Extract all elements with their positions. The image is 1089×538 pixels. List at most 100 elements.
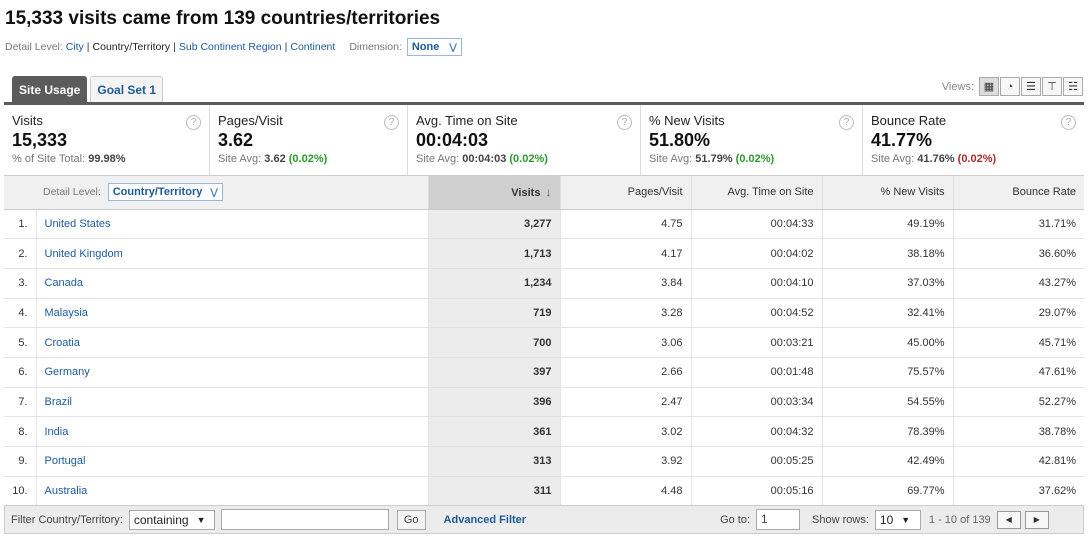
table-view-icon[interactable]: ▦: [979, 77, 999, 96]
goto-input[interactable]: 1: [756, 509, 801, 530]
country-link: Australia: [36, 476, 429, 507]
cell-visits: 719: [428, 298, 561, 329]
cell-visits: 311: [428, 476, 561, 507]
header-visits[interactable]: Visits ↓: [428, 176, 561, 210]
country-link[interactable]: Brazil: [44, 395, 73, 408]
help-icon[interactable]: ?: [384, 115, 399, 130]
cell-visits: 397: [428, 357, 561, 388]
prev-page-button[interactable]: ◀: [996, 510, 1021, 529]
country-link[interactable]: Malaysia: [44, 306, 88, 319]
cell-avg-time: 00:04:32: [691, 416, 823, 447]
detail-level-row: Detail Level: City | Country/Territory |…: [5, 38, 462, 56]
cell-bounce-rate: 43.27%: [953, 268, 1084, 299]
tab-goal-set-1[interactable]: Goal Set 1: [90, 76, 164, 103]
row-number: 8.: [4, 416, 37, 447]
country-link: Canada: [36, 268, 429, 299]
cell-avg-time: 00:04:02: [691, 238, 823, 269]
table-detail-level-header: Detail Level: Country/Territory ⋁: [4, 176, 429, 210]
country-link[interactable]: United Kingdom: [44, 247, 123, 260]
table-row: 2. United Kingdom 1,713 4.17 00:04:02 38.18% 3…: [4, 238, 1084, 269]
detail-city-link[interactable]: City: [65, 41, 84, 53]
table-footer: Filter Country/Territory: containing ▼ Go…: [4, 505, 1084, 534]
cell-bounce-rate: 45.71%: [953, 327, 1084, 358]
header-pages-visit[interactable]: Pages/Visit: [560, 176, 692, 210]
detail-continent-link[interactable]: Continent: [290, 41, 336, 53]
row-number: 10.: [4, 476, 37, 507]
country-link[interactable]: Canada: [44, 277, 84, 290]
cell-visits: 700: [428, 327, 561, 358]
tab-site-usage[interactable]: Site Usage: [12, 76, 88, 103]
header-bounce-rate[interactable]: Bounce Rate: [953, 176, 1084, 210]
report-tabs: Site Usage Goal Set 1: [12, 76, 166, 103]
cell-visits: 313: [428, 446, 561, 477]
cell-pages-visit: 3.92: [560, 446, 692, 477]
table-row: 6. Germany 397 2.66 00:01:48 75.57% 47.61%: [4, 357, 1084, 388]
country-link: Brazil: [36, 387, 429, 418]
help-icon[interactable]: ?: [839, 115, 854, 130]
cell-visits: 361: [428, 416, 561, 447]
cell-avg-time: 00:04:33: [691, 209, 823, 240]
header-new-visits[interactable]: % New Visits: [822, 176, 954, 210]
detail-subcontinent-link[interactable]: Sub Continent Region: [178, 41, 282, 53]
help-icon[interactable]: ?: [186, 115, 201, 130]
views-switcher: Views: ▦ ◔ ☰ ⊤ ☵: [942, 77, 1083, 96]
cell-pages-visit: 2.47: [560, 387, 692, 418]
table-row: 7. Brazil 396 2.47 00:03:34 54.55% 52.27%: [4, 387, 1084, 418]
cell-visits: 396: [428, 387, 561, 418]
filter-mode-select[interactable]: containing ▼: [128, 509, 215, 530]
row-number: 6.: [4, 357, 37, 388]
country-link[interactable]: Australia: [44, 485, 88, 498]
goto-label: Go to:: [720, 513, 751, 526]
header-avg-time[interactable]: Avg. Time on Site: [691, 176, 823, 210]
pie-view-icon[interactable]: ◔: [1000, 77, 1020, 96]
country-link[interactable]: Croatia: [44, 336, 80, 349]
row-number: 5.: [4, 327, 37, 358]
cell-avg-time: 00:05:25: [691, 446, 823, 477]
cell-visits: 1,713: [428, 238, 561, 269]
cell-pages-visit: 4.48: [560, 476, 692, 507]
cell-pages-visit: 4.17: [560, 238, 692, 269]
cell-new-visits: 37.03%: [822, 268, 954, 299]
cell-bounce-rate: 38.78%: [953, 416, 1084, 447]
row-number: 7.: [4, 387, 37, 418]
help-icon[interactable]: ?: [1061, 115, 1076, 130]
next-page-button[interactable]: ▶: [1024, 510, 1049, 529]
table-detail-level-select[interactable]: Country/Territory ⋁: [107, 183, 223, 202]
cell-avg-time: 00:03:34: [691, 387, 823, 418]
cell-new-visits: 38.18%: [822, 238, 954, 269]
country-link[interactable]: Portugal: [44, 455, 86, 468]
filter-input[interactable]: [220, 509, 389, 530]
scorecard: Visits 15,333 % of Site Total: 99.98% ? …: [4, 102, 1084, 176]
pivot-view-icon[interactable]: ☵: [1063, 77, 1083, 96]
country-link[interactable]: Germany: [44, 366, 90, 379]
pagination-range: 1 - 10 of 139: [928, 513, 991, 526]
cell-pages-visit: 2.66: [560, 357, 692, 388]
country-link: Germany: [36, 357, 429, 388]
filter-go-button[interactable]: Go: [396, 509, 426, 530]
data-table: Detail Level: Country/Territory ⋁ Visits…: [4, 176, 1084, 507]
metric-pages-visit: Pages/Visit 3.62 Site Avg: 3.62 (0.02%) …: [210, 105, 408, 175]
cell-bounce-rate: 31.71%: [953, 209, 1084, 240]
show-rows-label: Show rows:: [812, 513, 869, 526]
cell-visits: 3,277: [428, 209, 561, 240]
cell-new-visits: 78.39%: [822, 416, 954, 447]
table-row: 8. India 361 3.02 00:04:32 78.39% 38.78%: [4, 416, 1084, 447]
performance-view-icon[interactable]: ☰: [1021, 77, 1041, 96]
caret-down-icon: ▼: [196, 514, 206, 525]
cell-pages-visit: 3.28: [560, 298, 692, 329]
filter-label: Filter Country/Territory:: [11, 513, 123, 526]
help-icon[interactable]: ?: [617, 115, 632, 130]
page-title: 15,333 visits came from 139 countries/te…: [5, 8, 441, 29]
country-link[interactable]: India: [44, 425, 69, 438]
show-rows-select[interactable]: 10 ▼: [874, 509, 921, 530]
cell-bounce-rate: 36.60%: [953, 238, 1084, 269]
dimension-select[interactable]: None ⋁: [406, 38, 462, 56]
cell-new-visits: 75.57%: [822, 357, 954, 388]
cell-new-visits: 45.00%: [822, 327, 954, 358]
country-link: United States: [36, 209, 429, 240]
comparison-view-icon[interactable]: ⊤: [1042, 77, 1062, 96]
cell-pages-visit: 4.75: [560, 209, 692, 240]
country-link: Portugal: [36, 446, 429, 477]
advanced-filter-link[interactable]: Advanced Filter: [443, 513, 527, 526]
country-link[interactable]: United States: [44, 217, 111, 230]
